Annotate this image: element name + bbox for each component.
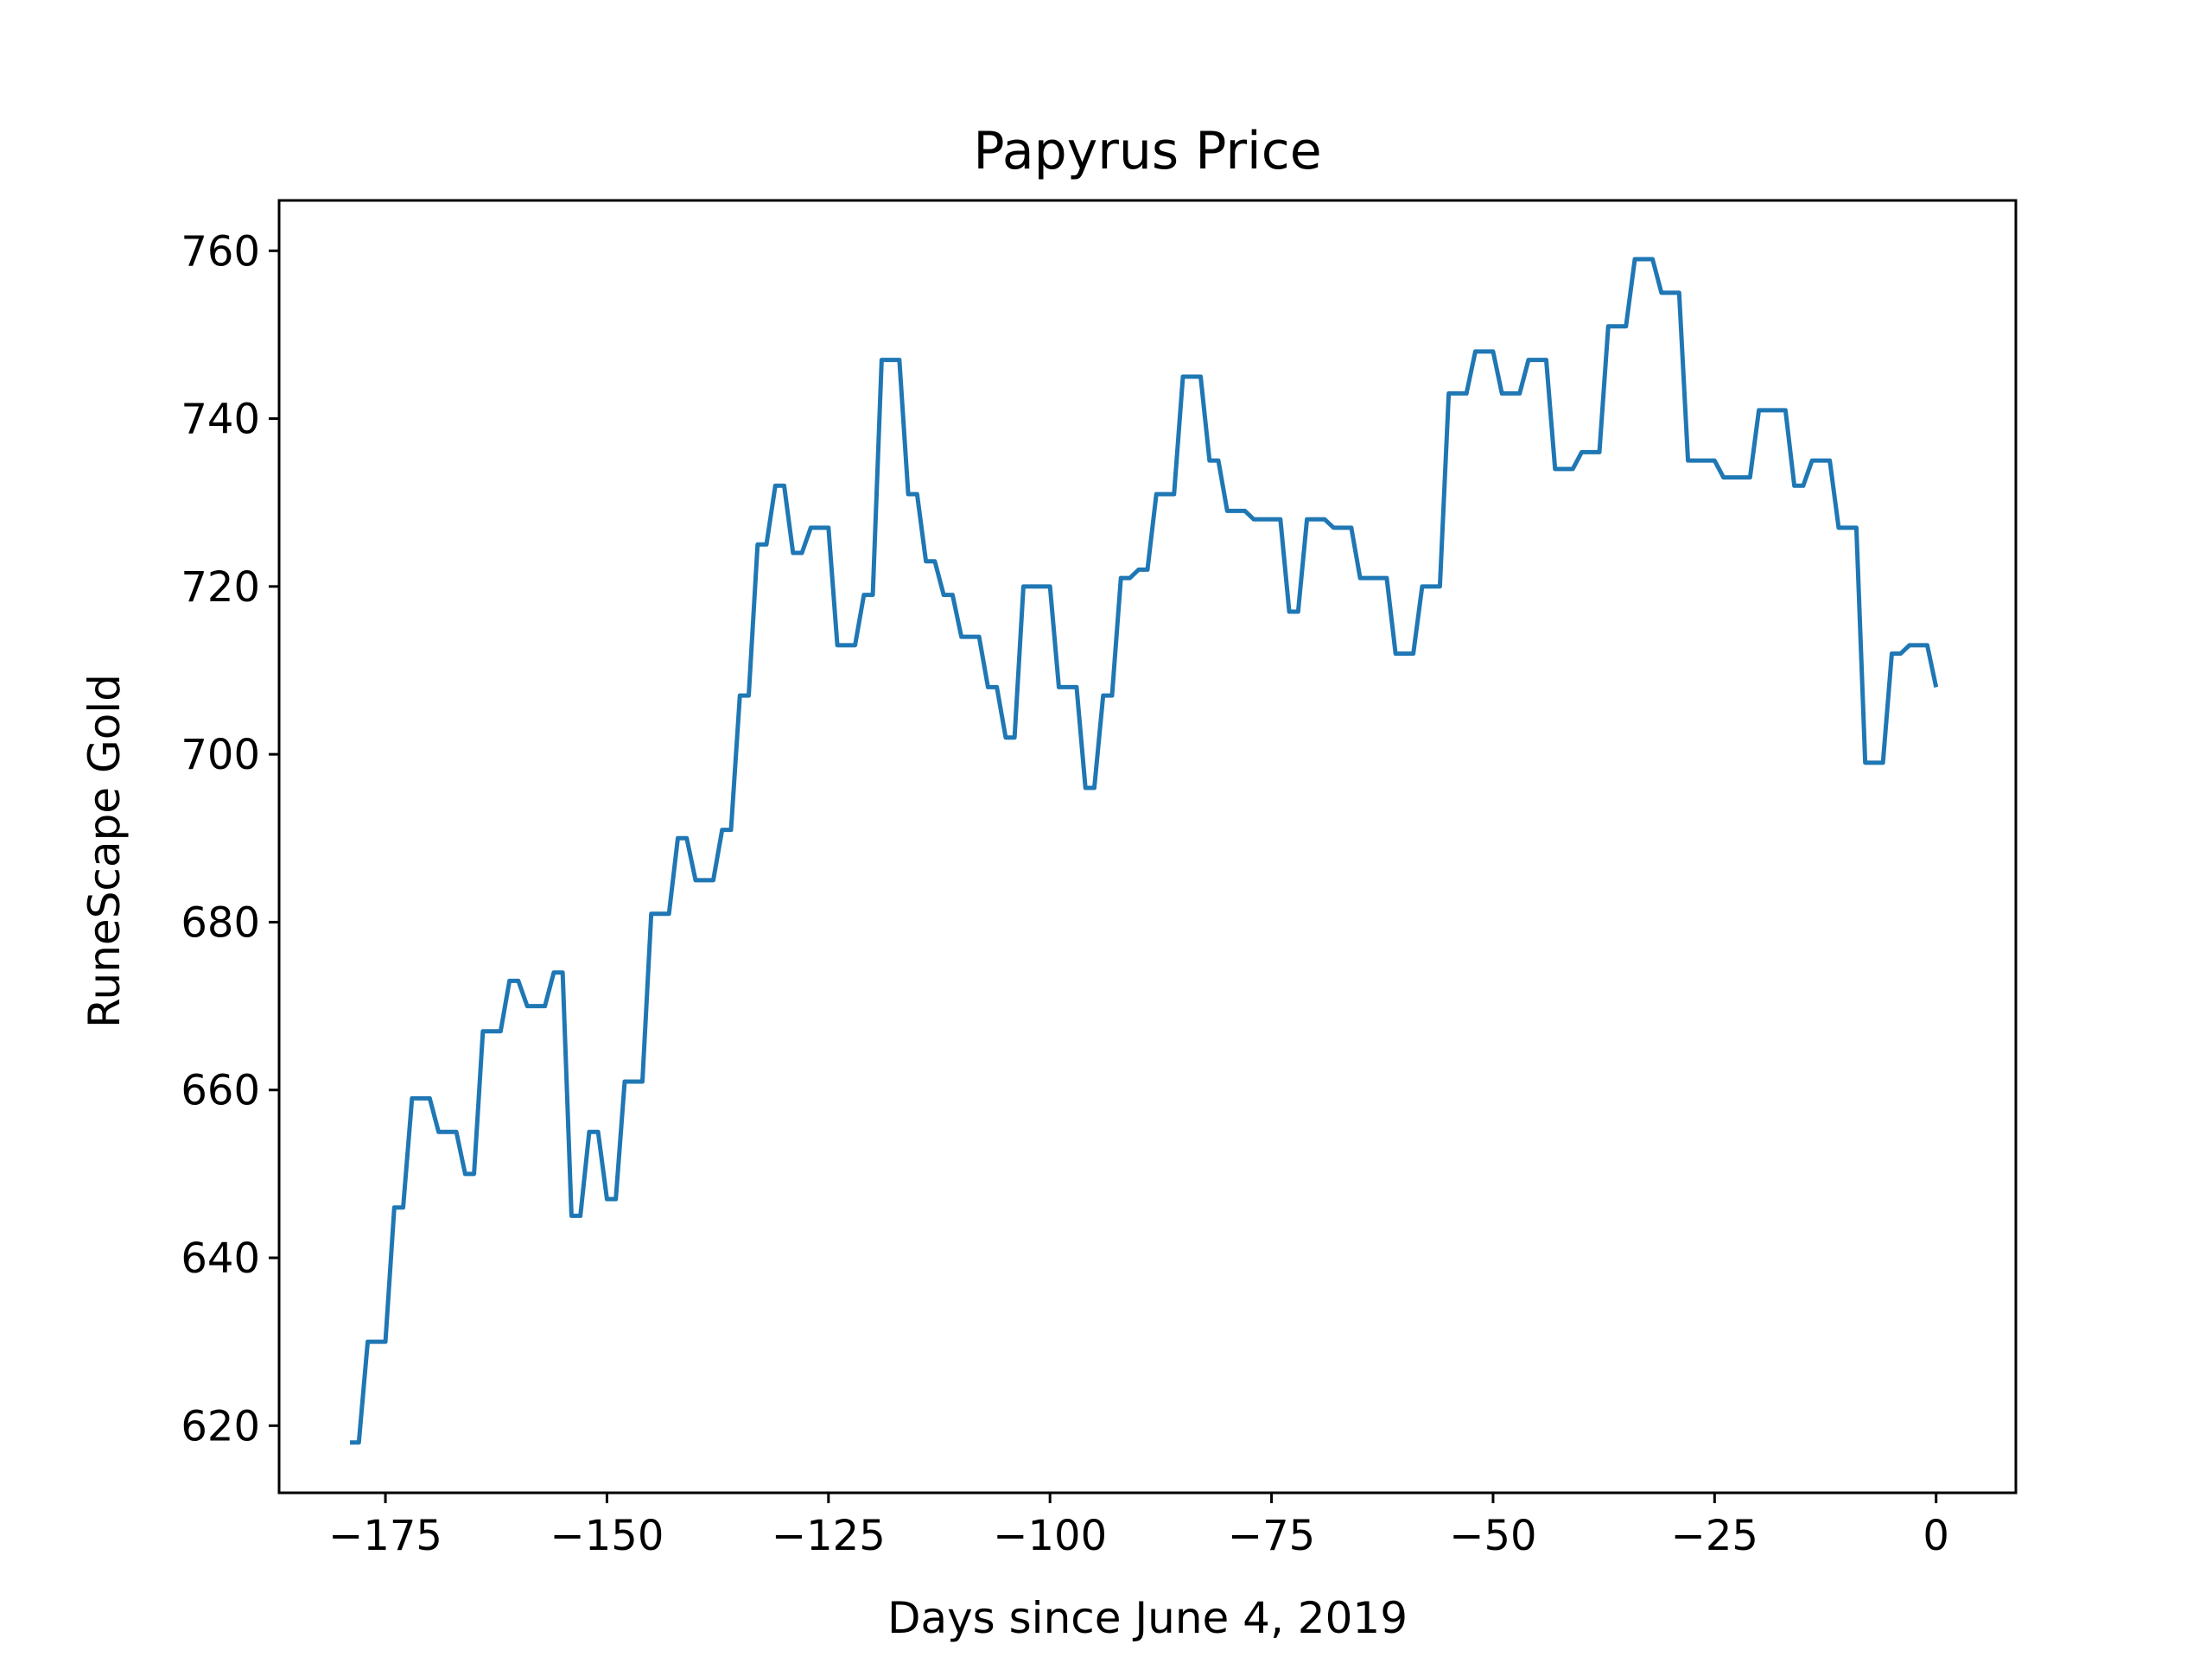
x-tick-label: −50 (1449, 1512, 1536, 1560)
plot-frame (277, 199, 2018, 1495)
x-axis: −175 −150 −125 −100 −75 −50 −25 0 (328, 1493, 1949, 1560)
x-tick-label: −75 (1228, 1512, 1315, 1560)
y-tick-label: 640 (181, 1235, 260, 1283)
x-tick-label: −175 (328, 1512, 442, 1560)
y-tick-label: 680 (181, 898, 260, 947)
price-series-line (350, 257, 1939, 1445)
y-tick-label: 700 (181, 731, 260, 779)
x-tick-label: −100 (993, 1512, 1107, 1560)
x-tick-label: −150 (550, 1512, 664, 1560)
y-axis-label: RuneScape Gold (79, 674, 130, 1028)
x-tick-label: −25 (1671, 1512, 1758, 1560)
y-tick-label: 740 (181, 396, 260, 444)
chart-title: Papyrus Price (973, 121, 1321, 181)
y-axis: 620 640 660 680 700 720 740 760 (181, 227, 279, 1450)
y-tick-label: 720 (181, 563, 260, 612)
y-tick-label: 760 (181, 227, 260, 276)
y-tick-label: 660 (181, 1067, 260, 1115)
plot-area (350, 257, 1939, 1445)
x-tick-label: −125 (772, 1512, 886, 1560)
x-tick-label: 0 (1923, 1512, 1949, 1560)
x-axis-label: Days since June 4, 2019 (887, 1593, 1408, 1643)
y-tick-label: 620 (181, 1402, 260, 1450)
